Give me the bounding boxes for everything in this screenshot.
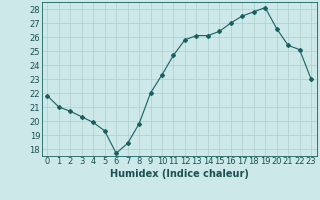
X-axis label: Humidex (Indice chaleur): Humidex (Indice chaleur) xyxy=(110,169,249,179)
